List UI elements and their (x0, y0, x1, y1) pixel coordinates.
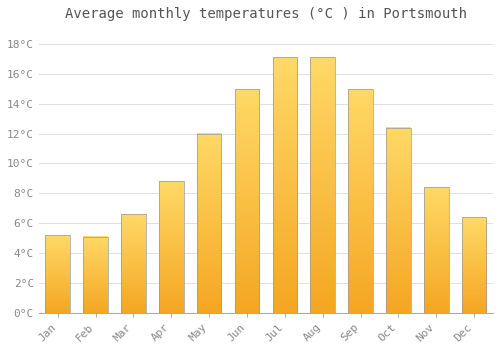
Bar (462, 217, 486, 313)
Bar (121, 214, 146, 313)
Bar (310, 57, 335, 313)
Bar (159, 181, 184, 313)
Bar (348, 89, 373, 313)
Bar (84, 237, 108, 313)
Bar (46, 235, 70, 313)
Bar (424, 187, 448, 313)
Bar (386, 127, 410, 313)
Bar (234, 89, 260, 313)
Bar (197, 134, 222, 313)
Bar (272, 57, 297, 313)
Title: Average monthly temperatures (°C ) in Portsmouth: Average monthly temperatures (°C ) in Po… (65, 7, 467, 21)
